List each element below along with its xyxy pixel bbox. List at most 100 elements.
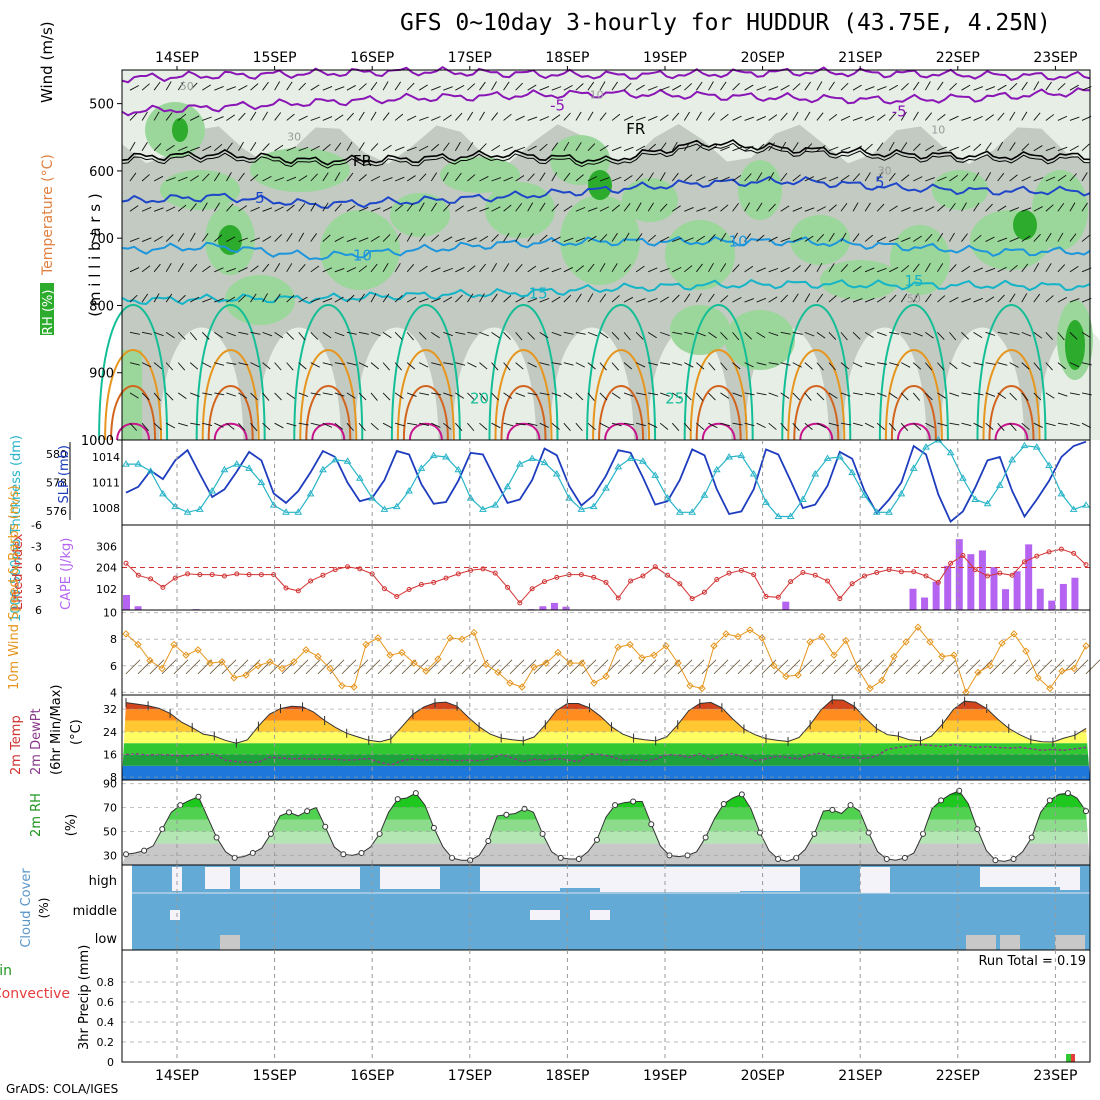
wind-barb — [720, 204, 729, 212]
wind-barb — [563, 294, 572, 303]
wind-barb — [310, 422, 321, 426]
date-label-top: 14SEP — [155, 50, 199, 66]
cloud-axis-label: Cloud Cover — [19, 868, 34, 948]
y-tick-label: 500 — [89, 98, 114, 113]
wind-barb-10m — [413, 659, 429, 675]
wind-barb — [672, 392, 681, 399]
wind-barb — [900, 392, 909, 401]
wind-barb — [732, 392, 743, 397]
wind-marker — [902, 638, 910, 646]
wind-barb — [1009, 111, 1016, 121]
wind-barb — [503, 422, 514, 427]
wind-barb — [418, 84, 428, 91]
wind-barb — [575, 142, 582, 151]
wind-barb — [635, 145, 646, 152]
wind-barb — [226, 362, 237, 365]
wind-barb — [599, 145, 609, 152]
wind-barb — [503, 362, 511, 371]
wind-barb — [1069, 265, 1079, 273]
wind-marker — [842, 636, 850, 645]
wind-barb — [177, 232, 185, 242]
wind-barb — [744, 233, 751, 242]
wind-barb — [1057, 362, 1067, 370]
thickness-marker — [971, 495, 980, 502]
wind-marker — [626, 640, 634, 649]
wind-barb — [949, 115, 959, 121]
wind-barb — [310, 202, 317, 212]
wind-marker — [542, 659, 550, 667]
wind-barb — [189, 203, 197, 212]
wind-barb — [431, 392, 442, 396]
lifted-marker — [874, 569, 880, 575]
rh-marker — [195, 793, 202, 800]
wind-barb — [925, 177, 935, 182]
wind-barb — [527, 362, 537, 368]
lifted-marker — [381, 586, 387, 592]
wind-barb — [407, 392, 417, 397]
wind-marker — [734, 632, 742, 641]
lifted-tick-label: 0 — [35, 562, 42, 575]
rh-dark-green-patch — [1013, 210, 1037, 240]
wind-marker — [566, 659, 574, 667]
rh-surface-green — [122, 350, 142, 440]
wind-barb-10m — [293, 659, 309, 675]
wind-barb — [322, 267, 333, 273]
wind-barb — [732, 203, 739, 212]
wind-barb — [1057, 115, 1068, 121]
thickness-marker — [946, 448, 955, 456]
wind-barb — [635, 298, 646, 303]
wind-barb — [623, 203, 631, 212]
rh-marker — [811, 830, 818, 837]
wind-barb — [165, 206, 176, 212]
wind-barb — [491, 362, 499, 371]
wind-barb — [322, 298, 333, 303]
cape-bar — [990, 567, 998, 610]
wind-barb — [1009, 293, 1016, 303]
wind-marker — [1034, 674, 1042, 682]
wind-barb-10m — [737, 659, 753, 675]
wind-barb — [876, 142, 884, 151]
wind-barb — [491, 234, 499, 242]
wind-barb — [961, 332, 970, 340]
wind-barb — [852, 145, 863, 152]
lifted-marker — [837, 596, 843, 602]
rh-marker — [865, 829, 872, 836]
date-label-top: 17SEP — [448, 50, 492, 66]
wind-barb — [165, 144, 175, 152]
isotherm-diurnal-dome — [793, 385, 840, 441]
wind-barb — [346, 331, 357, 335]
cape-bar — [1071, 577, 1079, 610]
wind-barb — [358, 293, 365, 303]
wind-barb — [527, 298, 538, 303]
contour-label: 50 — [180, 80, 194, 93]
wind-barb — [756, 143, 765, 152]
temp-bands — [122, 699, 1090, 780]
thickness-marker — [983, 499, 992, 507]
wind-barb — [780, 362, 791, 366]
wind-barb — [346, 141, 353, 151]
wind-barb — [394, 146, 405, 152]
cape-tick-label: 102 — [96, 583, 117, 596]
wind-barb — [876, 296, 886, 303]
wind-marker — [134, 640, 142, 649]
isotherm-5 — [121, 175, 1091, 209]
wind-barb — [888, 266, 899, 273]
wind-barb — [551, 331, 562, 337]
wind-barb — [1045, 332, 1054, 340]
rh-marker — [340, 851, 347, 858]
wind-barb — [238, 85, 248, 91]
wind-barb — [744, 362, 754, 368]
cape-bar — [955, 539, 963, 610]
wind-marker — [758, 634, 766, 642]
wind-barb — [178, 176, 188, 182]
wind-barb — [551, 203, 559, 212]
wind-barb — [443, 331, 453, 337]
wind-barb-10m — [341, 659, 357, 675]
wind-barb — [539, 172, 546, 182]
wind-barb — [732, 264, 740, 273]
wind-barb — [720, 263, 727, 273]
thickness-marker — [269, 501, 278, 508]
wind-barb — [840, 392, 851, 397]
wind-barb — [527, 392, 538, 396]
wind-barb — [888, 112, 897, 121]
